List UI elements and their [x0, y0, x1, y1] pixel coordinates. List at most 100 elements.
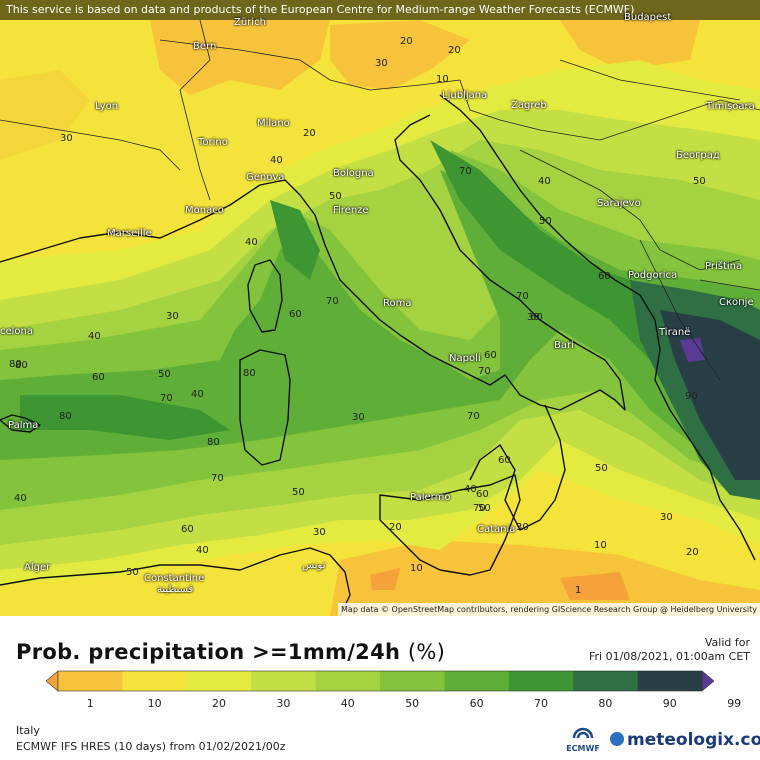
city-label: Alger: [24, 562, 50, 573]
legend-tick-label: 30: [276, 697, 291, 710]
contour-label: 60: [530, 312, 543, 323]
contour-label: 70: [326, 296, 339, 307]
city-label: Monaco: [185, 205, 224, 216]
chart-title: Prob. precipitation >=1mm/24h (%): [16, 640, 445, 664]
contour-label: 60: [498, 455, 511, 466]
contour-label: 40: [88, 331, 101, 342]
legend-tick-label: 20: [212, 697, 226, 710]
model-run-info: ECMWF IFS HRES (10 days) from 01/02/2021…: [16, 740, 286, 753]
contour-label: 30: [660, 512, 673, 523]
city-name: Budapest: [624, 12, 672, 23]
contour-label: 60: [484, 350, 497, 361]
legend-tick-label: 1: [86, 697, 94, 710]
legend-tick-label: 99: [727, 697, 742, 710]
city-name: Napoli: [449, 353, 481, 364]
city-label: تونس: [302, 560, 325, 571]
contour-label: 10: [594, 540, 607, 551]
city-name: Alger: [24, 562, 51, 573]
city-name: Torino: [198, 137, 228, 148]
contour-label: 10: [436, 74, 449, 85]
chart-title-unit: (%): [407, 640, 446, 664]
meteologix-mark-icon: [610, 732, 624, 746]
city-name: Constantine: [144, 573, 205, 584]
meteologix-brand: meteologix.com: [627, 730, 760, 750]
city-label: Firenze: [333, 205, 369, 216]
city-label: Palermo: [410, 492, 450, 503]
legend-tick-label: 60: [469, 697, 484, 710]
contour-label: 20: [389, 522, 402, 533]
contour-label: 40: [245, 237, 258, 248]
city-name: Bern: [193, 41, 217, 52]
contour-label: 30: [313, 527, 326, 538]
city-name: Catania: [477, 524, 516, 535]
contour-label: 70: [473, 503, 486, 514]
legend-tick-label: 50: [405, 697, 420, 710]
city-name: Tiranë: [659, 327, 691, 338]
legend-swatch: [58, 671, 123, 691]
contour-label: 70: [516, 291, 529, 302]
city-name: تونس: [302, 560, 326, 571]
contour-label: 40: [464, 484, 477, 495]
city-label: Ljubljana: [442, 90, 487, 101]
city-name: Lyon: [95, 101, 119, 112]
city-label: Marseille: [107, 228, 152, 239]
city-label: Bologna: [333, 168, 374, 179]
contour-label: 70: [211, 473, 224, 484]
legend-swatch: [122, 671, 188, 691]
legend-tick-label: 10: [147, 697, 162, 710]
city-name: Priština: [705, 261, 743, 272]
legend-swatch: [380, 671, 445, 691]
city-name: Zürich: [234, 17, 266, 28]
legend-swatch: [573, 671, 639, 691]
contour-label: 20: [448, 45, 461, 56]
legend-arrow-high: [701, 670, 714, 692]
contour-label: 30: [166, 311, 179, 322]
contour-label: 30: [60, 133, 73, 144]
city-name: celona: [0, 326, 34, 337]
legend-tick-label: 80: [598, 697, 613, 710]
city-name: Timișoara: [706, 101, 755, 112]
city-label: Скопје: [719, 297, 754, 308]
city-label: Constantine: [144, 573, 204, 584]
probability-field: [0, 19, 760, 616]
city-label: Milano: [257, 118, 290, 129]
city-name: Palma: [8, 420, 39, 431]
valid-time: Fri 01/08/2021, 01:00am CET: [589, 650, 750, 663]
city-label: Catania: [477, 524, 515, 535]
city-name: Ljubljana: [442, 90, 488, 101]
ecmwf-globe-icon: [572, 727, 594, 739]
contour-label: 70: [459, 166, 472, 177]
contour-label: 80: [243, 368, 256, 379]
contour-label: 40: [14, 493, 27, 504]
contour-label: 50: [158, 369, 171, 380]
city-label: Tiranë: [659, 327, 690, 338]
contour-label: 30: [516, 522, 529, 533]
forecast-map[interactable]: This service is based on data and produc…: [0, 0, 760, 616]
contour-label: 60: [289, 309, 302, 320]
city-name: Roma: [383, 298, 412, 309]
contour-label: 30: [375, 58, 388, 69]
legend-swatch: [251, 671, 317, 691]
legend-swatch: [186, 671, 252, 691]
contour-label: 20: [400, 36, 413, 47]
city-label: Podgorica: [628, 270, 677, 281]
legend-tick-label: 70: [534, 697, 548, 710]
legend-tick-label: 90: [662, 697, 677, 710]
city-name: Београд: [676, 150, 720, 161]
meteologix-logo[interactable]: meteologix.com: [610, 730, 760, 750]
contour-label: 80: [15, 360, 28, 371]
contour-label: 60: [92, 372, 105, 383]
city-label: Bern: [193, 41, 216, 52]
contour-label: 50: [126, 567, 139, 578]
ecmwf-logo-text: ECMWF: [566, 744, 600, 753]
city-name: Genova: [246, 172, 285, 183]
contour-label: 20: [686, 547, 699, 558]
region-name: Italy: [16, 724, 40, 737]
city-label: Zagreb: [511, 100, 547, 111]
ecmwf-notice-banner: This service is based on data and produc…: [0, 0, 760, 20]
city-label: Lyon: [95, 101, 118, 112]
city-name: قسنطينة: [157, 584, 194, 595]
ecmwf-logo: ECMWF: [561, 724, 605, 753]
contour-label: 50: [478, 503, 491, 514]
city-label: Bari: [554, 340, 574, 351]
